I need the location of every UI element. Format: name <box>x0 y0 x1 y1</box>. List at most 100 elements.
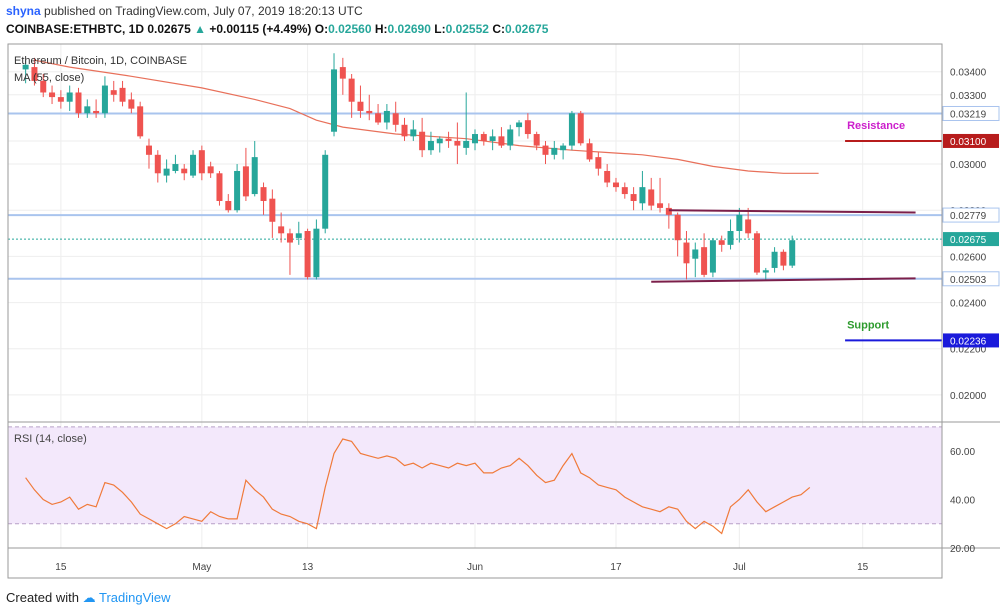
candle-body <box>674 214 681 241</box>
candle-body <box>375 113 382 123</box>
candle-body <box>480 134 487 141</box>
candle-body <box>101 85 108 114</box>
candle-body <box>110 90 117 95</box>
candle-body <box>137 106 144 137</box>
candle-body <box>762 270 769 273</box>
candle-body <box>145 145 152 155</box>
candle-body <box>348 78 355 102</box>
symbol-info: COINBASE:ETHBTC, 1D 0.02675 ▲ +0.00115 (… <box>6 22 548 36</box>
resistance-price-text: 0.03100 <box>950 137 987 148</box>
tradingview-brand[interactable]: TradingView <box>99 590 171 605</box>
candle-body <box>251 157 258 195</box>
open-label: O: <box>314 22 329 36</box>
low-label: L: <box>434 22 446 36</box>
candle-body <box>49 92 56 98</box>
candle-body <box>736 214 743 231</box>
price-tick-label: 0.02200 <box>950 345 987 356</box>
chart-title: Ethereum / Bitcoin, 1D, COINBASE <box>14 55 187 67</box>
candle-body <box>445 138 452 141</box>
candle-body <box>304 231 311 278</box>
support-price-tag <box>943 333 999 348</box>
resistance-price-tag <box>943 133 999 148</box>
last-price-text: 0.02675 <box>950 235 987 246</box>
candle-body <box>119 87 126 102</box>
candle-body <box>75 92 82 114</box>
candle-body <box>427 140 434 151</box>
horizontal-levels <box>8 112 942 280</box>
candle-body <box>612 182 619 188</box>
candle-body <box>331 69 338 132</box>
candle-body <box>533 134 540 146</box>
candle-body <box>683 242 690 264</box>
candle-body <box>383 110 390 123</box>
candle-body <box>542 145 549 155</box>
created-with-text: Created with <box>6 590 79 605</box>
price-tick-label: 0.03400 <box>950 68 987 79</box>
candle-body <box>745 219 752 234</box>
candle-body <box>128 99 135 109</box>
candle-body <box>472 134 478 144</box>
candle-body <box>551 147 558 155</box>
candle-body <box>66 92 73 102</box>
high-value: 0.02690 <box>387 22 431 36</box>
candle-body <box>93 110 100 114</box>
high-label: H: <box>374 22 388 36</box>
candle-body <box>22 64 29 70</box>
candle-body <box>357 101 364 111</box>
moving-average <box>34 59 819 174</box>
candle-body <box>392 113 399 125</box>
candle-body <box>489 136 496 141</box>
candle-body <box>692 249 699 259</box>
level-price-text: 0.02779 <box>950 211 987 222</box>
candle-body <box>410 129 417 137</box>
candle-body <box>586 143 593 160</box>
candle-body <box>498 136 505 146</box>
candle-body <box>31 67 38 81</box>
symbol-label: COINBASE:ETHBTC, 1D <box>6 22 145 36</box>
level-price-tag <box>942 207 1000 223</box>
candle-body <box>753 233 760 273</box>
candle-body <box>57 97 64 102</box>
candle-body <box>260 187 267 201</box>
level-price-text: 0.02503 <box>950 275 987 286</box>
candle-body <box>190 154 197 176</box>
ma-legend: MA (55, close) <box>14 72 84 84</box>
up-arrow-icon: ▲ <box>194 22 206 36</box>
time-tick-label: Jun <box>467 562 483 573</box>
candle-body <box>648 189 655 206</box>
author-name[interactable]: shyna <box>6 4 41 18</box>
candle-body <box>657 203 664 208</box>
rsi-band <box>8 426 942 524</box>
time-tick-label: 15 <box>55 562 67 573</box>
tradingview-logo-icon: ☁ <box>82 590 96 605</box>
candle-body <box>436 138 443 144</box>
resistance-label: Resistance <box>847 120 905 132</box>
candle-body <box>198 150 205 174</box>
rsi-tick-label: 40.00 <box>950 496 975 507</box>
candle-body <box>172 164 179 171</box>
candle-body <box>718 240 725 245</box>
candle-body <box>639 187 646 204</box>
candle-body <box>727 231 734 245</box>
axis-labels: 0.034000.033000.031000.030000.028000.026… <box>14 55 1000 573</box>
candle-body <box>560 145 567 151</box>
time-tick-label: Jul <box>733 562 746 573</box>
candle-body <box>278 226 285 234</box>
candle-body <box>295 233 302 238</box>
candle-body <box>516 122 523 128</box>
candle-body <box>225 200 232 211</box>
price-tick-label: 0.02400 <box>950 299 987 310</box>
annotations: Resistance Support <box>651 120 942 342</box>
candle-body <box>630 194 637 201</box>
support-price-text: 0.02236 <box>950 336 987 347</box>
level-price-tag <box>942 271 1000 287</box>
time-tick-label: 13 <box>302 562 314 573</box>
low-value: 0.02552 <box>445 22 489 36</box>
candle-body <box>366 110 373 114</box>
ma-55-line <box>34 59 819 174</box>
candle-body <box>604 170 611 183</box>
candle-body <box>789 240 796 266</box>
channel-line <box>668 209 916 214</box>
candle-body <box>454 140 461 146</box>
